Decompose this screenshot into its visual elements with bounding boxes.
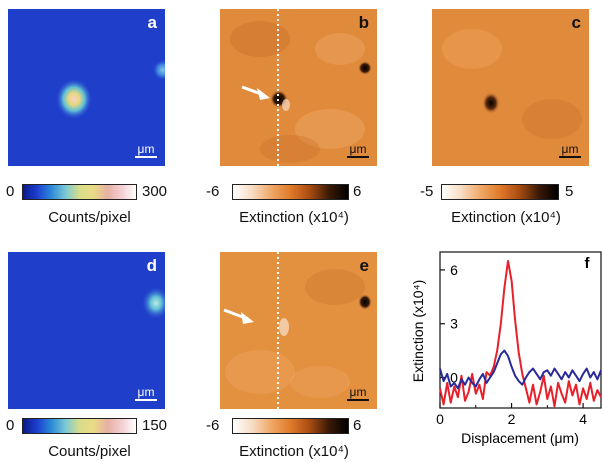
colorbar-e: [232, 418, 349, 434]
x-axis-label: Displacement (μm): [461, 430, 579, 446]
axis-ticks: 0 2 4 0 3 6: [436, 262, 587, 427]
colorbar-e-min: -6: [206, 417, 220, 434]
panel-b-image: b μm: [220, 9, 377, 166]
colorbar-e-caption: Extinction (x10⁴): [239, 443, 349, 460]
x-tick-label: 0: [436, 411, 444, 427]
line-chart: f 0 2 4 0 3 6 Displacement (μm) Extinction (x…: [410, 251, 602, 446]
colorbar-e-max: 6: [353, 417, 362, 434]
colorbar-d-min: 0: [6, 417, 15, 434]
panel-d-label: d: [146, 256, 157, 275]
panel-d-scalebar: μm: [135, 386, 157, 401]
series-group: [439, 260, 602, 408]
panel-d-image: d μm: [8, 252, 165, 409]
colorbar-b-max: 6: [353, 183, 362, 200]
colorbar-c-min: -5: [420, 183, 434, 200]
colorbar-a-max: 300: [142, 183, 168, 200]
panel-c-map: [432, 9, 589, 166]
panel-a-image: a μm: [8, 9, 165, 166]
colorbar-a: [22, 184, 137, 200]
colorbar-d-caption: Counts/pixel: [48, 443, 131, 460]
series-line-2: [439, 349, 602, 390]
colorbar-a-caption: Counts/pixel: [48, 209, 131, 226]
panel-e-map: [220, 252, 377, 409]
panel-b-map: [220, 9, 377, 166]
y-tick-label: 0: [450, 370, 458, 386]
x-tick-label: 2: [508, 411, 516, 427]
plot-frame: [439, 251, 602, 409]
panel-f-plot: f 0 2 4 0 3 6 Displacement (μm) Extinction (x…: [410, 245, 603, 462]
panel-e-label: e: [359, 256, 369, 275]
x-tick-label: 4: [579, 411, 587, 427]
colorbar-a-min: 0: [6, 183, 15, 200]
colorbar-d-max: 150: [142, 417, 168, 434]
colorbar-d: [22, 418, 137, 434]
panel-e-scalebar: μm: [347, 386, 369, 401]
y-tick-label: 6: [450, 262, 458, 278]
panel-a-scalebar: μm: [135, 143, 157, 158]
panel-d-map: [8, 252, 165, 409]
series-line-1: [439, 260, 602, 408]
scalebar-unit: μm: [349, 142, 367, 156]
panel-b-label: b: [358, 13, 369, 32]
colorbar-c-max: 5: [565, 183, 574, 200]
y-axis-label: Extinction (x10⁴): [410, 280, 426, 383]
panel-c-label: c: [571, 13, 581, 32]
scalebar-unit: μm: [349, 385, 367, 399]
scalebar-unit: μm: [561, 142, 579, 156]
colorbar-b-caption: Extinction (x10⁴): [239, 209, 349, 226]
panel-e-image: e μm: [220, 252, 377, 409]
y-tick-label: 3: [450, 316, 458, 332]
scalebar-unit: μm: [137, 142, 155, 156]
panel-c-scalebar: μm: [559, 143, 581, 158]
colorbar-c-caption: Extinction (x10⁴): [451, 209, 561, 226]
colorbar-b-min: -6: [206, 183, 220, 200]
scalebar-unit: μm: [137, 385, 155, 399]
panel-a-label: a: [147, 13, 157, 32]
colorbar-b: [232, 184, 349, 200]
panel-a-map: [8, 9, 165, 166]
panel-f-label: f: [585, 255, 591, 272]
panel-b-scalebar: μm: [347, 143, 369, 158]
panel-c-image: c μm: [432, 9, 589, 166]
colorbar-c: [441, 184, 559, 200]
